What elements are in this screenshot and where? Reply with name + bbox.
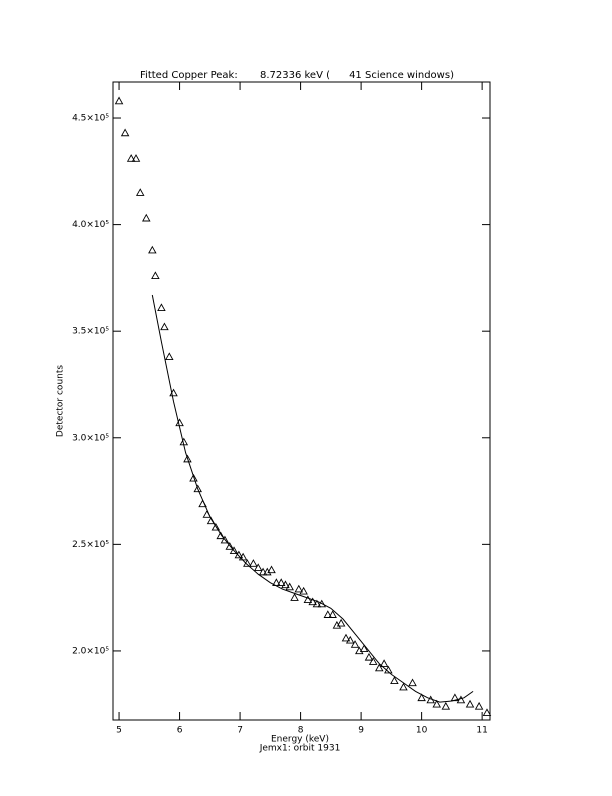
triangle-point: [384, 665, 393, 674]
triangle-point: [225, 542, 235, 550]
fit-line: [151, 294, 474, 703]
triangle-point: [142, 213, 151, 222]
triangle-point: [341, 633, 351, 642]
triangle-point: [253, 563, 263, 572]
triangle-point: [135, 188, 145, 196]
triangle-point: [211, 522, 221, 531]
triangle-point: [148, 245, 157, 254]
triangle-point: [474, 701, 484, 710]
triangle-point: [126, 154, 136, 162]
plot-frame: [112, 81, 491, 721]
triangle-point: [355, 646, 364, 655]
triangle-point: [408, 678, 417, 687]
triangle-point: [350, 640, 360, 648]
triangle-point: [399, 682, 408, 691]
x-tick-label: 5: [116, 726, 122, 736]
triangle-point: [450, 693, 460, 702]
triangle-point: [229, 546, 239, 554]
x-tick-label: 6: [177, 726, 183, 736]
triangle-point: [276, 578, 286, 586]
subtitle: Jemx1: orbit 1931: [259, 744, 341, 754]
triangle-point: [290, 593, 299, 601]
triangle-point: [465, 699, 475, 708]
x-tick-label: 8: [298, 726, 304, 736]
x-axis-label: Energy (keV): [271, 735, 329, 745]
triangle-point: [417, 693, 426, 702]
triangle-point: [249, 559, 258, 567]
triangle-point: [285, 582, 294, 591]
triangle-point: [390, 676, 399, 685]
triangle-point: [206, 516, 216, 525]
triangle-point: [258, 567, 268, 576]
triangle-point: [308, 597, 317, 606]
triangle-point: [243, 559, 252, 567]
triangle-point: [169, 388, 178, 397]
triangle-point: [374, 663, 384, 672]
triangle-point: [281, 580, 290, 589]
x-tick-label: 9: [358, 726, 364, 736]
triangle-point: [312, 599, 322, 608]
y-tick-label: 4.0×10⁵: [72, 220, 109, 230]
triangle-point: [120, 128, 130, 137]
triangle-point: [151, 271, 160, 280]
triangle-point: [175, 418, 184, 427]
triangle-point: [345, 635, 355, 644]
triangle-point: [216, 531, 225, 540]
triangle-point: [364, 652, 374, 661]
triangle-point: [294, 584, 304, 593]
triangle-point: [157, 303, 166, 311]
triangle-point: [267, 565, 276, 574]
triangle-point: [328, 610, 337, 618]
triangle-point: [303, 595, 313, 604]
y-tick-label: 4.5×10⁵: [72, 114, 109, 124]
triangle-point: [238, 552, 248, 561]
triangle-point: [482, 708, 492, 717]
y-tick-label: 2.5×10⁵: [72, 540, 109, 550]
triangle-point: [220, 535, 230, 544]
triangle-point: [441, 701, 451, 710]
chart-title: Fitted Copper Peak: 8.72336 keV ( 41 Sci…: [140, 70, 454, 81]
triangle-point: [379, 659, 389, 667]
triangle-point: [432, 699, 442, 708]
triangle-point: [114, 96, 124, 105]
triangle-point: [193, 484, 202, 493]
triangle-point: [202, 510, 212, 518]
triangle-point: [179, 437, 189, 446]
triangle-point: [189, 473, 198, 482]
y-axis-label: Detector counts: [56, 365, 66, 437]
triangle-point: [299, 586, 308, 595]
triangle-point: [160, 322, 169, 331]
triangle-point: [456, 695, 466, 704]
triangle-point: [131, 154, 141, 162]
triangle-point: [323, 610, 333, 618]
triangle-point: [272, 578, 281, 586]
triangle-point: [359, 644, 369, 653]
x-tick-label: 11: [476, 726, 487, 736]
triangle-point: [234, 550, 244, 559]
triangle-point: [165, 352, 174, 361]
y-tick-label: 3.0×10⁵: [72, 433, 109, 443]
y-tick-label: 2.0×10⁵: [72, 646, 109, 656]
triangle-point: [317, 599, 327, 608]
x-tick-label: 7: [237, 726, 243, 736]
triangle-point: [426, 695, 435, 704]
triangle-point: [198, 499, 207, 508]
x-tick-label: 10: [416, 726, 428, 736]
y-tick-label: 3.5×10⁵: [72, 327, 109, 337]
triangle-point: [183, 454, 192, 463]
triangle-point: [368, 657, 378, 665]
triangle-point: [336, 618, 346, 627]
